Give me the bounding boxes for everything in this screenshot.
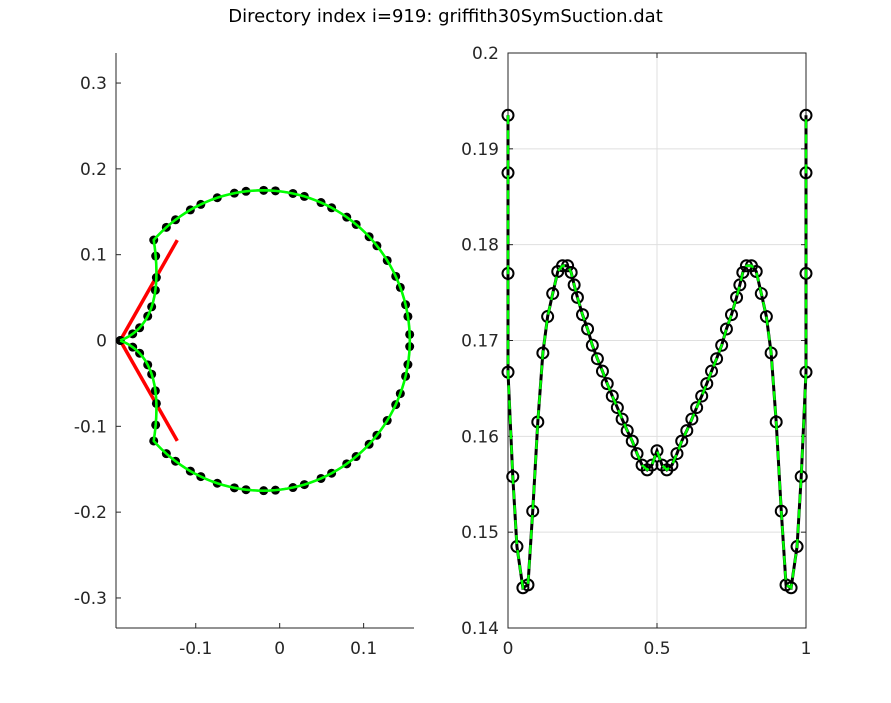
- left-y-tick-label: -0.2: [74, 503, 107, 523]
- series-marker: [556, 259, 570, 273]
- series-marker: [610, 401, 624, 415]
- right-x-tick-label: 0.5: [643, 639, 670, 659]
- green-shape-line: [119, 189, 412, 492]
- series-marker: [600, 377, 614, 391]
- series-marker: [754, 287, 768, 301]
- series-marker: [567, 278, 581, 292]
- left-x-tick-label: 0: [274, 639, 285, 659]
- series-marker: [749, 265, 763, 278]
- right-x-tick-label: 1: [801, 639, 812, 659]
- right-y-tick-label: 0.18: [461, 236, 499, 256]
- series-marker: [736, 265, 750, 279]
- series-marker: [570, 290, 584, 304]
- series-marker: [595, 364, 609, 378]
- series-marker: [564, 265, 578, 279]
- left-y-tick-label: -0.1: [74, 417, 107, 437]
- left-x-tick-label: -0.1: [179, 639, 212, 659]
- series-marker: [605, 389, 619, 403]
- right-y-tick-label: 0.2: [472, 44, 499, 64]
- series-marker: [585, 338, 599, 352]
- left-y-tick-label: 0.2: [80, 160, 107, 180]
- right-y-tick-label: 0.14: [461, 619, 499, 639]
- green-dashed-series-line: [506, 115, 808, 590]
- series-marker: [620, 424, 634, 438]
- series-marker: [784, 581, 798, 595]
- series-marker: [700, 377, 714, 391]
- series-marker: [733, 278, 747, 292]
- series-marker: [675, 434, 689, 448]
- series-marker: [695, 389, 709, 403]
- series-marker: [665, 458, 679, 472]
- series-marker: [719, 322, 733, 336]
- red-line: [118, 239, 179, 342]
- right-y-tick-label: 0.19: [461, 140, 499, 160]
- red-line: [118, 339, 179, 442]
- right-y-tick-label: 0.17: [461, 332, 499, 352]
- left-y-tick-label: -0.3: [74, 589, 107, 609]
- series-marker: [725, 308, 738, 322]
- right-y-tick-label: 0.15: [461, 523, 499, 543]
- series-marker: [630, 447, 644, 461]
- left-y-tick-label: 0.1: [80, 246, 107, 266]
- series-marker: [581, 322, 595, 336]
- right-axes: 0.2 0.19 0.18 0.17 0.16 0.15 0.140 0.5 1: [461, 44, 813, 659]
- figure-title: Directory index i=919: griffith30SymSuct…: [228, 6, 663, 27]
- series-marker: [710, 352, 724, 366]
- series-marker: [650, 444, 664, 458]
- left-y-tick-label: 0.3: [80, 74, 107, 94]
- right-y-tick-label: 0.16: [461, 427, 499, 447]
- series-marker: [680, 424, 694, 438]
- series-marker: [715, 338, 729, 352]
- series-marker: [705, 364, 719, 378]
- right-x-tick-label: 0: [503, 639, 514, 659]
- series-marker: [799, 266, 813, 280]
- series-marker: [590, 352, 604, 366]
- series-marker: [625, 434, 639, 448]
- left-x-tick-label: 0.1: [350, 639, 377, 659]
- series-marker: [685, 412, 699, 426]
- series-marker: [690, 401, 704, 415]
- series-marker: [615, 412, 629, 426]
- left-y-tick-label: 0: [96, 332, 107, 352]
- series-marker: [730, 290, 744, 304]
- series-marker: [576, 308, 589, 322]
- series-marker: [670, 447, 684, 461]
- left-axes: 0.3 0.2 0.1 0 -0.1 -0.2 -0.3 -0.1 0 0.1: [74, 53, 415, 659]
